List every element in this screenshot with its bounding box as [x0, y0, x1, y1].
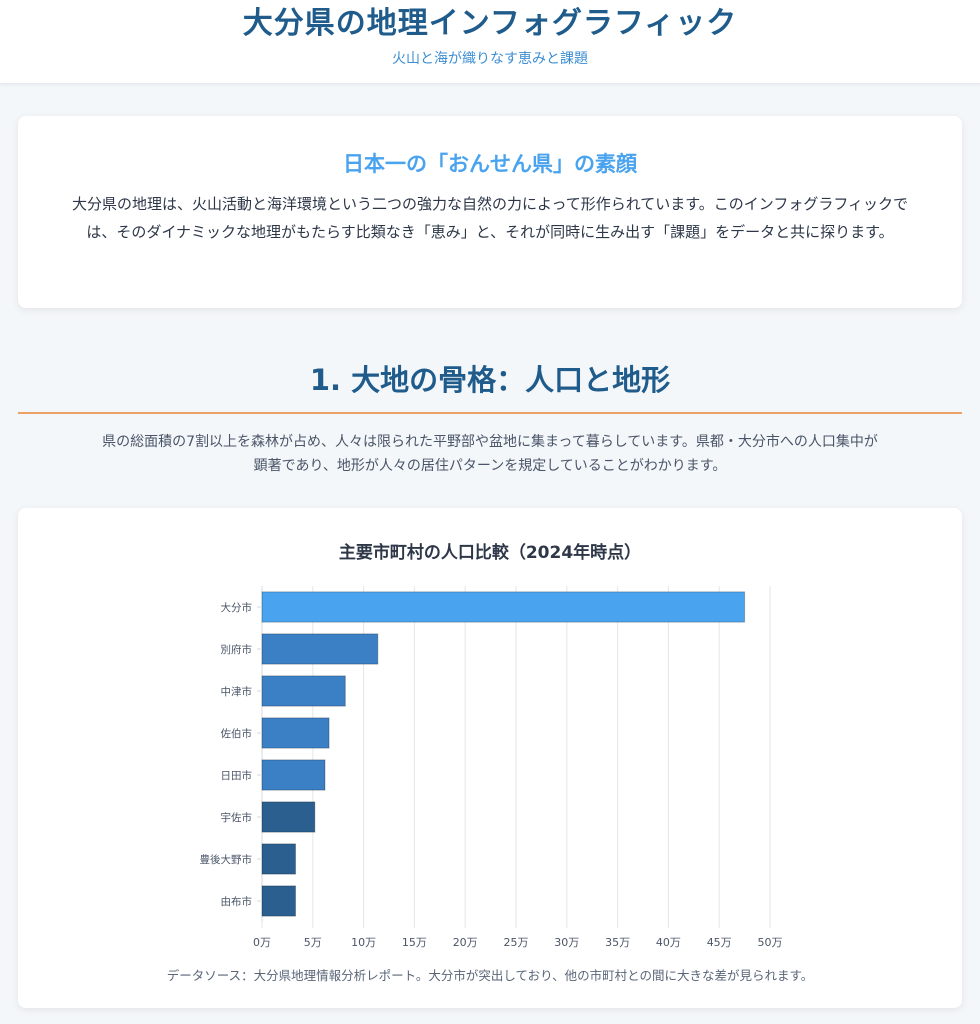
x-tick-label: 30万: [554, 936, 579, 949]
category-label: 日田市: [221, 769, 253, 782]
x-tick-label: 0万: [253, 936, 271, 949]
intro-heading: 日本一の「おんせん県」の素顔: [343, 152, 637, 176]
x-tick-label: 15万: [402, 936, 427, 949]
category-label: 大分市: [221, 601, 253, 614]
bar: [261, 843, 297, 875]
chart-note: データソース：大分県地理情報分析レポート。大分市が突出しており、他の市町村との間…: [166, 968, 814, 983]
page-header: 大分県の地理インフォグラフィック 火山と海が織りなす恵みと課題: [0, 0, 980, 84]
intro-body: 大分県の地理は、火山活動と海洋環境という二つの強力な自然の力によって形作られてい…: [71, 195, 909, 241]
bar: [261, 591, 746, 623]
chart-title: 主要市町村の人口比較（2024年時点）: [338, 543, 642, 563]
x-tick-label: 50万: [758, 936, 783, 949]
population-bar-chart: 0万 5万 10万 15万 20万 25万 30万 35万 40万 45万 50万 大分市別府市中津市…: [200, 586, 783, 949]
category-label: 別府市: [221, 643, 253, 656]
section-description: 県の総面積の7割以上を森林が占め、人々は限られた平野部や盆地に集まって暮らしてい…: [102, 434, 878, 474]
x-tick-label: 45万: [707, 936, 732, 949]
x-tick-label: 5万: [304, 936, 322, 949]
bar: [261, 885, 297, 917]
x-tick-label: 25万: [504, 936, 529, 949]
category-label: 豊後大野市: [200, 853, 253, 866]
x-tick-label: 20万: [453, 936, 478, 949]
page-title: 大分県の地理インフォグラフィック: [242, 6, 738, 41]
category-label: 佐伯市: [221, 727, 253, 740]
bar: [261, 717, 330, 749]
bar: [261, 675, 346, 707]
category-label: 由布市: [221, 895, 253, 908]
intro-card: 日本一の「おんせん県」の素顔 大分県の地理は、火山活動と海洋環境という二つの強力…: [18, 116, 962, 308]
x-tick-label: 35万: [605, 936, 630, 949]
category-label: 中津市: [221, 685, 253, 698]
bar: [261, 633, 379, 665]
x-tick-label: 10万: [351, 936, 376, 949]
section-title: 1. 大地の骨格：人口と地形: [309, 363, 671, 397]
page-subtitle: 火山と海が織りなす恵みと課題: [392, 51, 588, 67]
x-tick-label: 40万: [656, 936, 681, 949]
bar: [261, 759, 326, 791]
category-label: 宇佐市: [221, 811, 253, 824]
section-heading: 1. 大地の骨格：人口と地形: [18, 358, 962, 414]
chart-card: 0万 5万 10万 15万 20万 25万 30万 35万 40万 45万 50万 大分市別府市中津市…: [18, 508, 962, 1008]
bar: [261, 801, 316, 833]
